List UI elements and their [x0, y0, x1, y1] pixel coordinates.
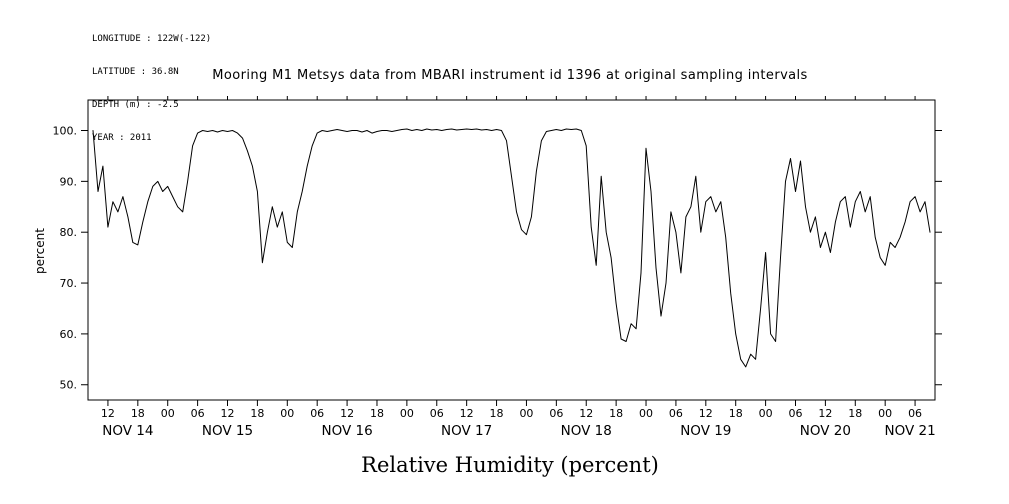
x-hour-tick-label: 06: [430, 407, 444, 420]
x-day-label: NOV 17: [441, 423, 492, 439]
x-hour-tick-label: 12: [221, 407, 235, 420]
longitude-text: LONGITUDE : 122W(-122): [92, 34, 212, 44]
y-tick-label: 100.: [53, 125, 78, 138]
x-hour-tick-label: 18: [131, 407, 145, 420]
x-hour-tick-label: 00: [161, 407, 175, 420]
plot-frame: [87, 99, 936, 401]
y-tick-label: 50.: [60, 379, 78, 392]
x-day-label: NOV 19: [680, 423, 731, 439]
x-day-label: NOV 18: [561, 423, 612, 439]
x-hour-tick-label: 00: [878, 407, 892, 420]
x-hour-tick-label: 18: [490, 407, 504, 420]
x-hour-tick-label: 12: [699, 407, 713, 420]
x-day-label: NOV 14: [102, 423, 153, 439]
year-text: YEAR : 2011: [92, 133, 152, 143]
y-tick-label: 90.: [60, 175, 78, 188]
x-hour-tick-label: 18: [729, 407, 743, 420]
x-hour-tick-label: 18: [609, 407, 623, 420]
x-hour-tick-label: 00: [639, 407, 653, 420]
x-day-label: NOV 20: [800, 423, 851, 439]
x-day-label: NOV 21: [884, 423, 935, 439]
x-day-label: NOV 15: [202, 423, 253, 439]
depth-text: DEPTH (m) : -2.5: [92, 100, 179, 110]
x-hour-tick-label: 12: [818, 407, 832, 420]
humidity-series-line: [92, 128, 931, 368]
y-tick-label: 60.: [60, 328, 78, 341]
x-hour-tick-label: 18: [250, 407, 264, 420]
x-hour-tick-label: 06: [788, 407, 802, 420]
x-hour-tick-label: 12: [101, 407, 115, 420]
y-tick-label: 70.: [60, 277, 78, 290]
x-day-label: NOV 16: [321, 423, 372, 439]
chart-title: Mooring M1 Metsys data from MBARI instru…: [212, 68, 808, 83]
x-hour-tick-label: 06: [191, 407, 205, 420]
y-tick-label: 80.: [60, 226, 78, 239]
x-hour-tick-label: 00: [759, 407, 773, 420]
x-hour-tick-label: 12: [340, 407, 354, 420]
x-hour-tick-label: 06: [669, 407, 683, 420]
x-hour-tick-label: 12: [460, 407, 474, 420]
x-hour-tick-label: 00: [280, 407, 294, 420]
x-hour-tick-label: 12: [579, 407, 593, 420]
x-hour-tick-label: 00: [519, 407, 533, 420]
x-hour-tick-label: 18: [848, 407, 862, 420]
x-hour-tick-label: 00: [400, 407, 414, 420]
x-hour-tick-label: 06: [310, 407, 324, 420]
latitude-text: LATITUDE : 36.8N: [92, 67, 179, 77]
x-hour-tick-label: 06: [908, 407, 922, 420]
x-hour-tick-label: 06: [549, 407, 563, 420]
x-axis-label: Relative Humidity (percent): [361, 453, 659, 477]
x-hour-tick-label: 18: [370, 407, 384, 420]
header-info-block: LONGITUDE : 122W(-122) LATITUDE : 36.8N …: [92, 12, 211, 166]
